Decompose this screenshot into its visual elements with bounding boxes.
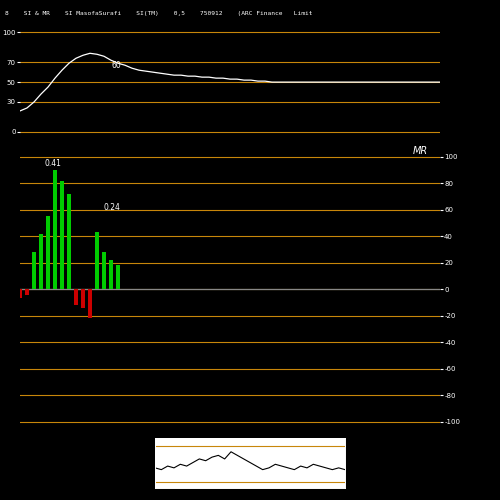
Bar — [102, 252, 106, 289]
Bar — [80, 289, 86, 308]
Bar — [24, 289, 29, 294]
Bar — [116, 266, 120, 289]
Bar — [74, 289, 78, 305]
Bar — [94, 232, 100, 289]
Bar — [18, 289, 22, 298]
Text: 0.41: 0.41 — [44, 160, 62, 168]
Text: 0.24: 0.24 — [104, 203, 121, 212]
Bar — [52, 170, 58, 289]
Bar — [38, 234, 44, 289]
Bar — [66, 194, 71, 289]
Bar — [88, 289, 92, 318]
Bar — [108, 260, 114, 289]
Bar — [46, 216, 51, 289]
Text: MR: MR — [412, 146, 428, 156]
Text: 8    SI & MR    SI MasofaSurafi    SI(TM)    0,5    750912    (ARC Finance   Lim: 8 SI & MR SI MasofaSurafi SI(TM) 0,5 750… — [5, 11, 312, 16]
Text: 60: 60 — [111, 61, 121, 70]
Bar — [60, 180, 64, 289]
Bar — [32, 252, 36, 289]
